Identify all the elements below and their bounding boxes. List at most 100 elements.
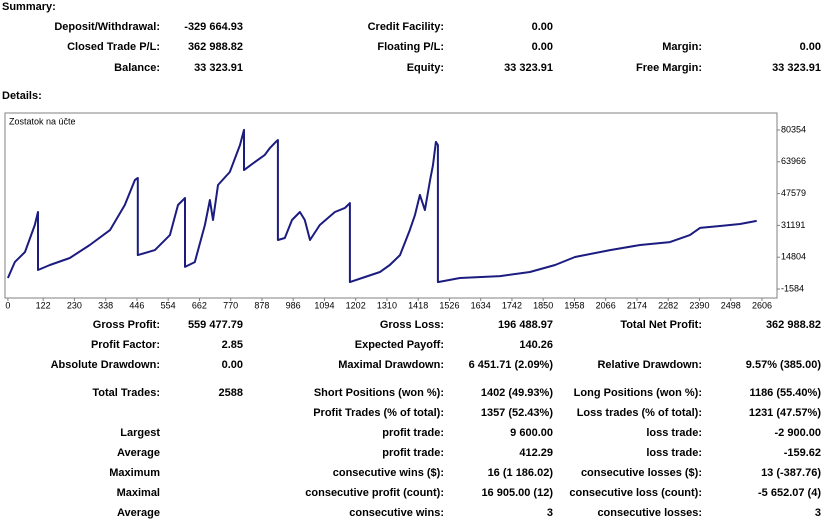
stat-label: Margin:	[662, 41, 702, 53]
x-tick-label: 230	[67, 300, 82, 310]
x-tick-label: 1526	[439, 300, 459, 310]
x-tick-label: 1850	[533, 300, 553, 310]
stat-label: loss trade:	[646, 447, 702, 459]
stat-value: 33 323.91	[194, 62, 243, 74]
stat-value: 3	[814, 507, 821, 519]
stat-value: -329 664.93	[184, 21, 243, 33]
stat-value: 2.85	[221, 339, 243, 351]
stat-label: Maximal Drawdown:	[338, 359, 444, 371]
stat-label: Gross Profit:	[92, 319, 160, 331]
stat-value: 0.00	[531, 41, 553, 53]
x-tick-label: 2498	[721, 300, 741, 310]
chart-title: Zostatok na účte	[9, 116, 76, 126]
stat-label: Absolute Drawdown:	[50, 359, 160, 371]
section-title: Summary:	[2, 1, 56, 13]
stat-value: 196 488.97	[497, 319, 553, 331]
stat-value: 0.00	[221, 359, 243, 371]
x-tick-label: 1418	[408, 300, 428, 310]
stat-value: 13 (-387.76)	[761, 467, 821, 479]
stat-value: 1357 (52.43%)	[480, 407, 553, 419]
stat-label: consecutive losses:	[597, 507, 702, 519]
stat-label: loss trade:	[646, 427, 702, 439]
stat-label: Expected Payoff:	[354, 339, 444, 351]
y-tick-label: 31191	[781, 220, 805, 230]
x-tick-label: 986	[286, 300, 301, 310]
stat-value: 2588	[218, 387, 243, 399]
stat-label: Deposit/Withdrawal:	[54, 21, 160, 33]
stat-value: 412.29	[519, 447, 553, 459]
y-tick-label: 14804	[781, 252, 806, 262]
stat-value: 9 600.00	[510, 427, 553, 439]
x-tick-label: 1634	[471, 300, 491, 310]
stat-label: Short Positions (won %):	[313, 387, 444, 399]
stat-value: 1186 (55.40%)	[749, 387, 821, 399]
stat-label: Profit Trades (% of total):	[313, 407, 444, 419]
stat-label: Profit Factor:	[90, 339, 160, 351]
x-tick-label: 0	[5, 300, 10, 310]
stat-label: Equity:	[406, 62, 444, 74]
plot-frame	[4, 112, 778, 299]
section-title: Details:	[2, 90, 42, 102]
stat-label: profit trade:	[382, 427, 444, 439]
x-tick-label: 2066	[596, 300, 616, 310]
x-tick-label: 554	[161, 300, 176, 310]
stat-label: consecutive wins ($):	[332, 467, 444, 479]
x-tick-label: 878	[254, 300, 269, 310]
x-tick-label: 1958	[564, 300, 584, 310]
x-tick-label: 446	[129, 300, 144, 310]
x-tick-label: 1202	[346, 300, 366, 310]
y-tick-label: 47579	[781, 188, 806, 198]
stat-label: consecutive wins:	[349, 507, 444, 519]
stat-label: Free Margin:	[635, 62, 702, 74]
x-tick-label: 770	[223, 300, 238, 310]
x-tick-label: 2174	[627, 300, 647, 310]
stat-value: 9.57% (385.00)	[745, 359, 821, 371]
stat-value: 559 477.79	[187, 319, 243, 331]
stat-value: 362 988.82	[187, 41, 243, 53]
stat-value: 3	[546, 507, 553, 519]
stat-value: -5 652.07 (4)	[758, 487, 821, 499]
stat-value: 16 (1 186.02)	[487, 467, 553, 479]
stat-value: -159.62	[783, 447, 821, 459]
stat-value: -2 900.00	[774, 427, 821, 439]
stat-label: Maximal	[116, 487, 160, 499]
stat-label: Total Net Profit:	[620, 319, 702, 331]
stat-label: Floating P/L:	[377, 41, 444, 53]
stat-label: Balance:	[114, 62, 160, 74]
stat-label: Gross Loss:	[379, 319, 444, 331]
stat-value: 33 323.91	[504, 62, 553, 74]
stat-value: 1231 (47.57%)	[748, 407, 821, 419]
stat-value: 6 451.71 (2.09%)	[468, 359, 553, 371]
y-tick-label: 80354	[781, 124, 806, 134]
x-tick-label: 2606	[752, 300, 772, 310]
stat-label: Loss trades (% of total):	[576, 407, 702, 419]
stat-label: Total Trades:	[92, 387, 160, 399]
stat-label: profit trade:	[382, 447, 444, 459]
stat-label: Closed Trade P/L:	[67, 41, 160, 53]
x-tick-label: 1094	[314, 300, 334, 310]
balance-line	[6, 128, 757, 284]
stat-label: consecutive profit (count):	[305, 487, 444, 499]
x-tick-label: 338	[98, 300, 113, 310]
stat-label: Relative Drawdown:	[597, 359, 702, 371]
stat-label: Average	[116, 507, 160, 519]
stat-value: 33 323.91	[772, 62, 821, 74]
x-tick-label: 1742	[502, 300, 522, 310]
x-tick-label: 2282	[658, 300, 678, 310]
stat-value: 1402 (49.93%)	[480, 387, 553, 399]
stat-label: Credit Facility:	[367, 21, 444, 33]
stat-label: Long Positions (won %):	[573, 387, 702, 399]
stat-value: 362 988.82	[765, 319, 821, 331]
stat-label: Average	[116, 447, 160, 459]
y-tick-label: -1584	[781, 283, 804, 293]
stat-label: consecutive loss (count):	[569, 487, 702, 499]
stat-label: Maximum	[109, 467, 160, 479]
stat-value: 140.26	[519, 339, 553, 351]
x-tick-label: 2390	[689, 300, 709, 310]
stat-value: 0.00	[531, 21, 553, 33]
stat-label: Largest	[120, 427, 160, 439]
y-tick-label: 63966	[781, 156, 806, 166]
stat-value: 16 905.00 (12)	[481, 487, 553, 499]
x-tick-label: 662	[192, 300, 207, 310]
